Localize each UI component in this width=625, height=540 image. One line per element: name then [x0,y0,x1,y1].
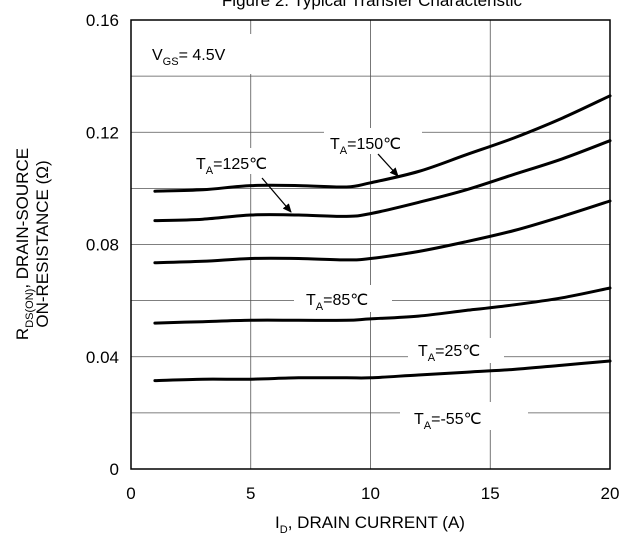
y-axis-title-line2: ON-RESISTANCE (Ω) [33,160,52,327]
series-label-minus55: TA=-55℃ [414,411,482,432]
plot-frame [130,19,611,470]
series-line-3 [153,286,612,325]
series-lines [153,94,612,383]
series-line-4 [153,359,612,383]
x-tick-label: 20 [601,484,620,503]
x-tick-label: 15 [481,484,500,503]
label-bg-85 [294,285,392,312]
series-label-85: TA=85℃ [306,292,368,313]
y-tick-label: 0.16 [86,11,119,30]
x-tick-label: 0 [126,484,135,503]
series-line-1 [153,139,612,223]
x-tick-label: 10 [361,484,380,503]
x-tick-labels: 0 5 10 15 20 [126,484,619,503]
condition-label-bg [145,34,270,74]
label-bg-150 [324,128,422,154]
series-line-2 [153,199,612,265]
y-tick-label: 0.12 [86,123,119,142]
series-line-0 [153,94,612,193]
series-label-25: TA=25℃ [418,343,480,364]
y-tick-labels: 0 0.04 0.08 0.12 0.16 [86,11,119,479]
series-label-150: TA=150℃ [330,136,401,157]
series-label-125: TA=125℃ [196,156,267,177]
label-bg-125 [190,148,290,174]
label-bg-25 [408,338,504,363]
grid [131,20,610,469]
y-tick-label: 0.08 [86,236,119,255]
label-bg-minus55 [400,402,528,430]
y-axis-title: RDS(ON), DRAIN-SOURCE ON-RESISTANCE (Ω) [13,148,52,340]
chart-title: Figure 2. Typical Transfer Characteristi… [222,0,523,10]
leader-arrow-150 [377,153,399,177]
x-tick-label: 5 [246,484,255,503]
y-axis-title-line1: RDS(ON), DRAIN-SOURCE [13,148,36,340]
y-tick-label: 0 [110,460,119,479]
condition-label: VGS= 4.5V [152,47,226,68]
y-tick-label: 0.04 [86,348,119,367]
leader-arrow-125 [261,177,292,213]
x-axis-title: ID, DRAIN CURRENT (A) [275,513,465,536]
